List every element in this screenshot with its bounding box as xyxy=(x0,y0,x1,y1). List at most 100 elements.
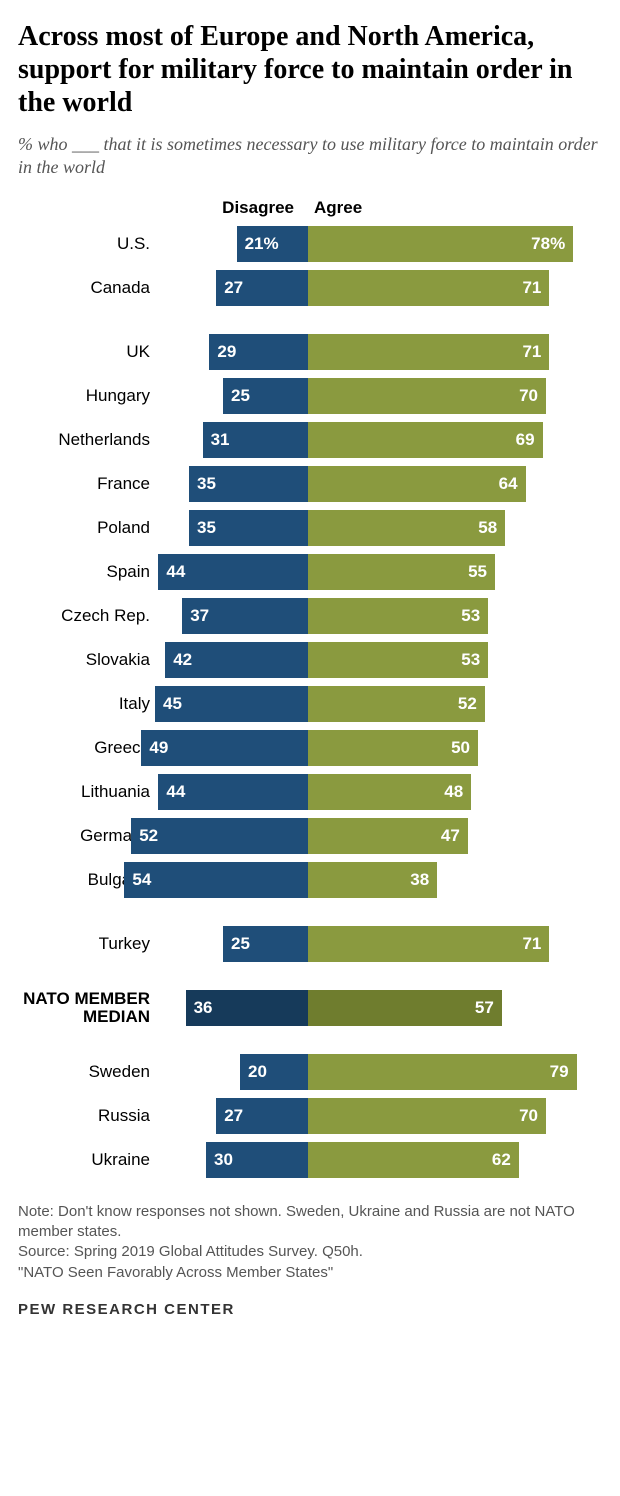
row-bars: 3169 xyxy=(158,422,588,458)
agree-bar: 71 xyxy=(308,926,549,962)
report-text: "NATO Seen Favorably Across Member State… xyxy=(18,1263,602,1283)
header-agree: Agree xyxy=(308,198,338,218)
row-bars: 3753 xyxy=(158,598,588,634)
row-bars: 2771 xyxy=(158,270,588,306)
row-bars: 2971 xyxy=(158,334,588,370)
disagree-bar: 29 xyxy=(209,334,308,370)
row-label: France xyxy=(18,475,158,493)
disagree-bar: 44 xyxy=(158,554,308,590)
chart-row: U.S.21%78% xyxy=(18,224,602,264)
row-label: Poland xyxy=(18,519,158,537)
agree-bar: 62 xyxy=(308,1142,519,1178)
chart-row: Slovakia4253 xyxy=(18,640,602,680)
row-label: Italy xyxy=(18,695,158,713)
disagree-bar: 35 xyxy=(189,466,308,502)
row-label: Ukraine xyxy=(18,1151,158,1169)
chart-subtitle: % who ___ that it is sometimes necessary… xyxy=(18,133,602,180)
chart-row: NATO MEMBER MEDIAN3657 xyxy=(18,988,602,1028)
chart-row: Ukraine3062 xyxy=(18,1140,602,1180)
chart-row: Lithuania4448 xyxy=(18,772,602,812)
chart-row: Greece4950 xyxy=(18,728,602,768)
row-bars: 4950 xyxy=(158,730,588,766)
chart-row: Spain4455 xyxy=(18,552,602,592)
disagree-bar: 20 xyxy=(240,1054,308,1090)
chart-row: Poland3558 xyxy=(18,508,602,548)
row-label: UK xyxy=(18,343,158,361)
chart-title: Across most of Europe and North America,… xyxy=(18,20,602,119)
row-bars: 2571 xyxy=(158,926,588,962)
disagree-bar: 27 xyxy=(216,1098,308,1134)
column-headers: Disagree Agree xyxy=(18,198,602,218)
disagree-bar: 35 xyxy=(189,510,308,546)
disagree-bar: 49 xyxy=(141,730,308,766)
agree-bar: 71 xyxy=(308,334,549,370)
chart-note: Note: Don't know responses not shown. Sw… xyxy=(18,1202,602,1283)
chart-row: Bulgaria5438 xyxy=(18,860,602,900)
disagree-bar: 30 xyxy=(206,1142,308,1178)
subtitle-pre: % who xyxy=(18,134,72,154)
agree-bar: 57 xyxy=(308,990,502,1026)
row-bars: 3062 xyxy=(158,1142,588,1178)
agree-bar: 70 xyxy=(308,1098,546,1134)
agree-bar: 58 xyxy=(308,510,505,546)
chart-row: Netherlands3169 xyxy=(18,420,602,460)
disagree-bar: 31 xyxy=(203,422,308,458)
row-label: U.S. xyxy=(18,235,158,253)
agree-bar: 47 xyxy=(308,818,468,854)
subtitle-post: that it is sometimes necessary to use mi… xyxy=(18,134,598,177)
row-label: Spain xyxy=(18,563,158,581)
diverging-bar-chart: U.S.21%78%Canada2771UK2971Hungary2570Net… xyxy=(18,224,602,1180)
chart-row: Czech Rep.3753 xyxy=(18,596,602,636)
chart-row: Turkey2571 xyxy=(18,924,602,964)
row-bars: 3657 xyxy=(158,990,588,1026)
row-bars: 21%78% xyxy=(158,226,588,262)
row-bars: 3564 xyxy=(158,466,588,502)
row-label: Czech Rep. xyxy=(18,607,158,625)
chart-row: Sweden2079 xyxy=(18,1052,602,1092)
chart-row: Russia2770 xyxy=(18,1096,602,1136)
agree-bar: 55 xyxy=(308,554,495,590)
disagree-bar: 45 xyxy=(155,686,308,722)
row-label: Slovakia xyxy=(18,651,158,669)
agree-bar: 53 xyxy=(308,642,488,678)
row-bars: 5247 xyxy=(158,818,588,854)
disagree-bar: 36 xyxy=(186,990,308,1026)
header-disagree: Disagree xyxy=(158,198,308,218)
disagree-bar: 37 xyxy=(182,598,308,634)
agree-bar: 48 xyxy=(308,774,471,810)
disagree-bar: 25 xyxy=(223,926,308,962)
agree-bar: 79 xyxy=(308,1054,577,1090)
chart-row: Hungary2570 xyxy=(18,376,602,416)
agree-bar: 78% xyxy=(308,226,573,262)
agree-bar: 71 xyxy=(308,270,549,306)
agree-bar: 64 xyxy=(308,466,526,502)
row-bars: 4552 xyxy=(158,686,588,722)
row-bars: 4448 xyxy=(158,774,588,810)
disagree-bar: 25 xyxy=(223,378,308,414)
note-text: Note: Don't know responses not shown. Sw… xyxy=(18,1202,602,1243)
row-bars: 2079 xyxy=(158,1054,588,1090)
footer-attribution: PEW RESEARCH CENTER xyxy=(18,1301,602,1318)
row-bars: 3558 xyxy=(158,510,588,546)
disagree-bar: 52 xyxy=(131,818,308,854)
row-bars: 5438 xyxy=(158,862,588,898)
row-label: Sweden xyxy=(18,1063,158,1081)
header-spacer xyxy=(18,198,158,218)
chart-row: Canada2771 xyxy=(18,268,602,308)
subtitle-blank: ___ xyxy=(72,134,99,154)
agree-bar: 53 xyxy=(308,598,488,634)
chart-row: Italy4552 xyxy=(18,684,602,724)
disagree-bar: 21% xyxy=(237,226,308,262)
row-bars: 2770 xyxy=(158,1098,588,1134)
disagree-bar: 42 xyxy=(165,642,308,678)
agree-bar: 50 xyxy=(308,730,478,766)
source-text: Source: Spring 2019 Global Attitudes Sur… xyxy=(18,1242,602,1262)
agree-bar: 38 xyxy=(308,862,437,898)
row-label: NATO MEMBER MEDIAN xyxy=(18,990,158,1026)
agree-bar: 70 xyxy=(308,378,546,414)
row-bars: 2570 xyxy=(158,378,588,414)
row-bars: 4455 xyxy=(158,554,588,590)
chart-row: France3564 xyxy=(18,464,602,504)
row-label: Netherlands xyxy=(18,431,158,449)
row-bars: 4253 xyxy=(158,642,588,678)
